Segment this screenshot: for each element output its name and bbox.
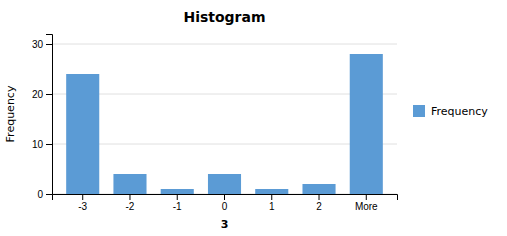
tick-label: -1 [173, 201, 182, 212]
tick-mark [224, 194, 225, 200]
tick-label: More [355, 201, 378, 212]
chart: -3 -2 -1 0 1 2 More 0 10 20 30 Histogram 3 Frequency F… [0, 0, 507, 236]
tick-label: 10 [32, 139, 44, 150]
title: Histogram [183, 9, 265, 25]
tick: -3 [78, 194, 87, 212]
plot: -3 -2 -1 0 1 2 More 0 10 20 30 [32, 35, 398, 213]
grid [52, 44, 397, 194]
legend-label: Frequency [431, 105, 488, 118]
tick-label: -3 [78, 201, 87, 212]
tick-label: 2 [316, 201, 322, 212]
tick: 2 [316, 194, 322, 212]
bar [113, 174, 146, 194]
bar [208, 174, 241, 194]
tick-label: 0 [222, 201, 228, 212]
tick-mark [366, 194, 367, 200]
tick: 30 [32, 39, 52, 50]
x-axis-label: 3 [221, 218, 229, 231]
x-axis: -3 -2 -1 0 1 2 More [53, 194, 398, 212]
grid-line [52, 94, 397, 95]
tick: 20 [32, 89, 52, 100]
bar [302, 184, 335, 194]
marks [66, 54, 383, 194]
y-axis: 0 10 20 30 [32, 35, 53, 200]
bar-series [66, 54, 383, 194]
tick-mark [46, 194, 52, 195]
legend-item: Frequency [413, 105, 488, 118]
bar [161, 189, 194, 194]
tick-mark [319, 194, 320, 200]
grid-line [52, 44, 397, 45]
legend-swatch [413, 105, 425, 117]
tick: More [355, 194, 378, 212]
tick-label: 0 [37, 189, 43, 200]
tick: -2 [126, 194, 135, 212]
grid-line [52, 144, 397, 145]
tick-mark [177, 194, 178, 200]
tick-mark [46, 44, 52, 45]
legend: Frequency [413, 105, 488, 118]
tick-label: 20 [32, 89, 44, 100]
axis-line [46, 35, 53, 195]
tick-label: 30 [32, 39, 44, 50]
tick-mark [129, 194, 130, 200]
tick: -1 [173, 194, 182, 212]
tick-label: -2 [126, 201, 135, 212]
tick: 0 [37, 189, 52, 200]
axis-line [53, 195, 398, 201]
tick-mark [46, 144, 52, 145]
tick-mark [46, 94, 52, 95]
tick: 1 [269, 194, 275, 212]
y-axis-label: Frequency [4, 85, 17, 142]
bar [350, 54, 383, 194]
tick-mark [82, 194, 83, 200]
bar [255, 189, 288, 194]
tick: 0 [222, 194, 228, 212]
tick-label: 1 [269, 201, 275, 212]
tick-mark [271, 194, 272, 200]
tick: 10 [32, 139, 52, 150]
bar [66, 74, 99, 194]
